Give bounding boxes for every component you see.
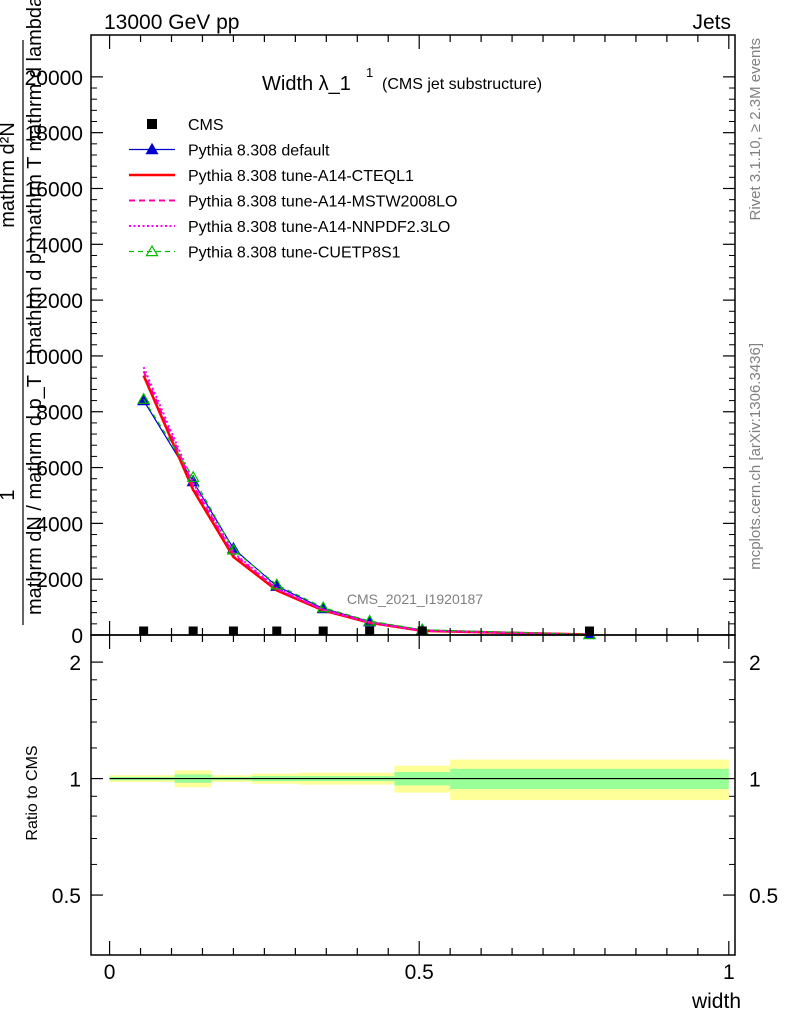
analysis-id: CMS_2021_I1920187	[347, 591, 483, 607]
legend-label-2: Pythia 8.308 tune-A14-CTEQL1	[188, 168, 414, 185]
main-curves	[137, 366, 597, 640]
main-ytick-label: 16000	[25, 178, 83, 201]
legend-label-3: Pythia 8.308 tune-A14-MSTW2008LO	[188, 194, 457, 211]
main-ytick-label: 4000	[36, 513, 83, 536]
legend: CMS Pythia 8.308 default Pythia 8.308 tune…	[129, 117, 457, 262]
title-main: Width λ_1	[262, 73, 351, 95]
ratio-bands	[109, 759, 729, 801]
ratio-frame	[90, 634, 736, 956]
cms-data-point	[584, 626, 594, 636]
header-left: 13000 GeV pp	[104, 11, 239, 34]
ratio-xtick-label: 1	[723, 961, 735, 984]
ratio-ytick-label: 1	[69, 769, 81, 792]
main-ytick-label: 12000	[25, 290, 83, 313]
xlabel: width	[691, 990, 741, 1013]
title-sub: (CMS jet substructure)	[382, 76, 542, 93]
ratio-ytick-label: 0.5	[52, 885, 81, 908]
cms-data-point	[139, 626, 149, 636]
plot-title: Width λ_1 1 (CMS jet substructure)	[262, 65, 542, 95]
main-ytick-label: 10000	[25, 346, 83, 369]
cms-data-point	[272, 626, 282, 636]
ylabel-frac-num: 1	[0, 489, 19, 500]
ratio-ylabel: Ratio to CMS	[24, 745, 41, 840]
cms-data-point	[417, 626, 427, 636]
ratio-ytick-label-right: 2	[749, 652, 761, 675]
cms-data-point	[318, 626, 328, 636]
axes: 0 2000 4000 6000 8000 10000 12000 14000 16000 180…	[25, 35, 778, 984]
ylabel-line2: mathrm d p_mathrm T mathrm d lambda	[24, 0, 46, 354]
ratio-xtick-label: 0.5	[405, 961, 434, 984]
main-ytick-label: 18000	[25, 123, 83, 146]
main-ytick-label: 14000	[25, 234, 83, 257]
legend-marker-1	[145, 142, 159, 155]
main-ytick-label: 0	[71, 625, 83, 648]
cms-data-point	[188, 626, 198, 636]
ratio-ytick-label-right: 1	[749, 769, 761, 792]
ratio-xtick-label: 0	[104, 961, 116, 984]
main-ytick-label: 6000	[36, 458, 83, 481]
series-line-4	[142, 366, 590, 636]
header-right: Jets	[692, 11, 731, 34]
ylabel-frac-den: mathrm dN / mathrm d p_T	[24, 375, 46, 615]
series-point-5	[226, 543, 240, 555]
legend-label-1: Pythia 8.308 default	[188, 143, 330, 160]
cms-data-point	[365, 626, 375, 636]
legend-marker-cms	[147, 119, 157, 129]
series-point-5	[316, 600, 330, 613]
series-point-5	[137, 392, 151, 404]
series-point-5	[186, 470, 200, 483]
main-ytick-label: 20000	[25, 67, 83, 90]
rivet-label: Rivet 3.1.10, ≥ 2.3M events	[747, 38, 764, 221]
main-ytick-label: 8000	[36, 402, 83, 425]
main-ytick-label: 2000	[36, 569, 83, 592]
mcplots-label: mcplots.cern.ch [arXiv:1306.3436]	[747, 343, 764, 570]
legend-label-5: Pythia 8.308 tune-CUETP8S1	[188, 245, 401, 262]
ratio-ytick-label-right: 0.5	[749, 885, 778, 908]
legend-label-4: Pythia 8.308 tune-A14-NNPDF2.3LO	[188, 219, 450, 236]
main-ylabel: mathrm d²N mathrm d p_mathrm T mathrm d …	[0, 0, 46, 625]
series-point-5	[270, 578, 284, 590]
legend-marker-5	[145, 244, 159, 257]
ylabel-line1: mathrm d²N	[0, 122, 19, 228]
ratio-ytick-label: 2	[69, 652, 81, 675]
series-point-5	[363, 614, 377, 626]
legend-label-0: CMS	[188, 117, 224, 134]
title-sup: 1	[366, 65, 373, 80]
